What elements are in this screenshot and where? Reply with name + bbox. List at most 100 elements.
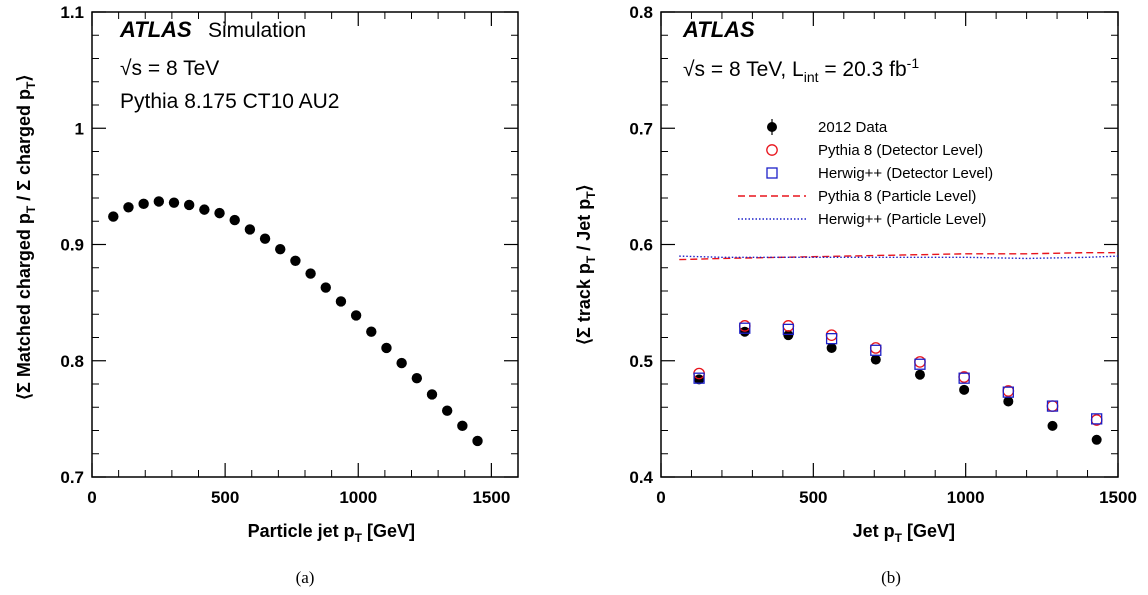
panel-a-generator-label: Pythia 8.175 CT10 AU2 [120, 90, 339, 113]
panel-b-pythia-detector-point [782, 320, 795, 332]
panel-a-data-point [290, 255, 301, 266]
panel-b-tick-labels: 0 500 1000 1500 0.4 0.5 0.6 0.7 0.8 [629, 3, 1137, 507]
panel-a-atlas-label: ATLAS [119, 17, 192, 42]
panel-b-frame [660, 11, 1119, 478]
panel-b-series-line-3 [679, 251, 1118, 261]
panel-a-data-point [320, 282, 331, 293]
panel-a-data-point [168, 197, 180, 208]
panel-a-data-point [426, 389, 438, 400]
panel-a-data-point [457, 420, 468, 432]
panel-a-y-tick-label: 1.1 [60, 3, 84, 22]
legend-label: Pythia 8 (Detector Level) [818, 142, 983, 159]
panel-b-herwig-detector-point [870, 344, 882, 356]
panel-a-points [108, 196, 483, 447]
panel-b-data-point [1047, 420, 1058, 431]
panel-b-pythia-detector-point [869, 342, 882, 354]
panel-a-x-tick-label: 1000 [339, 488, 377, 507]
panel-b-herwig-detector-point [1091, 413, 1103, 425]
legend-marker-open-square [766, 167, 778, 179]
panel-b-x-axis-label: Jet pT [GeV] [853, 521, 955, 545]
panel-b-legend: 2012 Data Pythia 8 (Detector Level) Herwig… [738, 119, 993, 228]
legend-label: Herwig++ (Particle Level) [818, 211, 986, 228]
panel-b-pythia-detector-point [914, 356, 926, 368]
panel-b-herwig-detector-point [1002, 386, 1014, 398]
panel-b-x-tick-label: 1000 [947, 488, 985, 507]
panel-a-data-point [123, 202, 134, 213]
panel-a-y-tick-label: 0.9 [60, 236, 84, 255]
panel-b-y-tick-label: 0.7 [629, 119, 653, 138]
panel-a-x-tick-label: 0 [87, 488, 96, 507]
panel-a-y-tick-label: 1 [75, 119, 84, 138]
panel-b-herwig-detector-point [1046, 400, 1059, 412]
panel-b-energy-lumi-label: √s = 8 TeV, Lint = 20.3 fb-1 [683, 55, 919, 85]
panel-b-y-axis-label: ⟨Σ track pT / Jet pT⟩ [574, 184, 598, 345]
panel-b-data-point [826, 342, 837, 353]
panel-b-y-tick-label: 0.5 [629, 352, 653, 371]
panel-b-herwig-detector-point [825, 333, 838, 345]
panel-b-series-line-4 [679, 255, 1119, 260]
panel-b-data-point [870, 354, 881, 365]
panel-a-data-point [138, 198, 149, 210]
panel-b-ticks [660, 11, 1119, 478]
panel-a-simulation-label: Simulation [208, 19, 306, 42]
figure-canvas: 0 500 1000 1500 0.7 0.8 0.9 1 1.1 ATLAS Simulati… [14, 3, 1137, 545]
panel-a-x-axis-label: Particle jet pT [GeV] [248, 521, 415, 545]
panel-a-y-tick-label: 0.7 [60, 468, 84, 487]
panel-a-data-point [335, 296, 347, 307]
panel-a-tick-labels: 0 500 1000 1500 0.7 0.8 0.9 1 1.1 [60, 3, 510, 507]
panel-b-points [693, 320, 1103, 445]
panel-b-herwig-detector-point [958, 372, 970, 384]
panel-b-data-point [1091, 434, 1102, 445]
panel-a-x-tick-label: 1500 [472, 488, 510, 507]
panel-b-x-tick-label: 500 [799, 488, 827, 507]
panel-a-data-point [108, 211, 119, 222]
panel-a-caption: (a) [295, 568, 315, 587]
panel-a-frame [91, 11, 519, 478]
panel-a-x-tick-label: 500 [211, 488, 239, 507]
legend-label: 2012 Data [818, 119, 888, 136]
panel-a-data-point [350, 310, 362, 321]
panel-b-y-tick-label: 0.6 [629, 236, 653, 255]
panel-a-data-point [472, 435, 483, 447]
panel-a-data-point [259, 233, 271, 244]
panel-a-data-point [381, 342, 392, 354]
panel-a-data-point [153, 196, 165, 207]
panel-a-data-point [183, 199, 195, 211]
panel-b-data-point [959, 384, 970, 395]
panel-b-x-tick-label: 1500 [1099, 488, 1137, 507]
panel-b-data-point [783, 330, 794, 341]
panel-a: 0 500 1000 1500 0.7 0.8 0.9 1 1.1 ATLAS Simulati… [14, 3, 519, 545]
panel-a-data-point [305, 268, 316, 279]
panel-b-y-tick-label: 0.8 [629, 3, 653, 22]
panel-a-energy-label: √s = 8 TeV [120, 57, 219, 80]
panel-a-data-point [229, 214, 240, 226]
panel-a-data-point [441, 405, 453, 416]
panel-b-herwig-detector-point [693, 372, 705, 384]
legend-label: Herwig++ (Detector Level) [818, 165, 993, 182]
legend-marker-open-circle [766, 144, 778, 156]
panel-a-data-point [396, 357, 407, 369]
panel-a-data-point [275, 243, 286, 255]
panel-a-data-point [244, 224, 256, 235]
panel-b-data-point [914, 369, 925, 380]
panel-b-pythia-detector-point [825, 329, 838, 342]
panel-b-herwig-detector-point [782, 323, 795, 336]
panel-b-y-tick-label: 0.4 [629, 468, 653, 487]
panel-b-caption: (b) [881, 568, 901, 587]
panel-b-data-point [1003, 396, 1014, 407]
panel-a-data-point [366, 326, 377, 337]
panel-a-data-point [411, 372, 423, 384]
panel-b-pythia-detector-point [1046, 400, 1059, 412]
panel-a-data-point [199, 204, 210, 215]
panel-b-lines [679, 251, 1119, 261]
panel-a-y-tick-label: 0.8 [60, 352, 84, 371]
legend-label: Pythia 8 (Particle Level) [818, 188, 976, 205]
panel-b-atlas-label: ATLAS [682, 17, 755, 42]
panel-a-data-point [214, 207, 225, 219]
panel-b-herwig-detector-point [914, 358, 926, 370]
panel-b-x-tick-label: 0 [656, 488, 665, 507]
panel-a-ticks [91, 11, 519, 478]
panel-b-herwig-detector-point [739, 322, 751, 334]
panel-b: 0 500 1000 1500 0.4 0.5 0.6 0.7 0.8 ATLAS √s = 8… [574, 3, 1137, 545]
panel-a-y-axis-label: ⟨Σ Matched charged pT / Σ charged pT⟩ [14, 75, 38, 400]
